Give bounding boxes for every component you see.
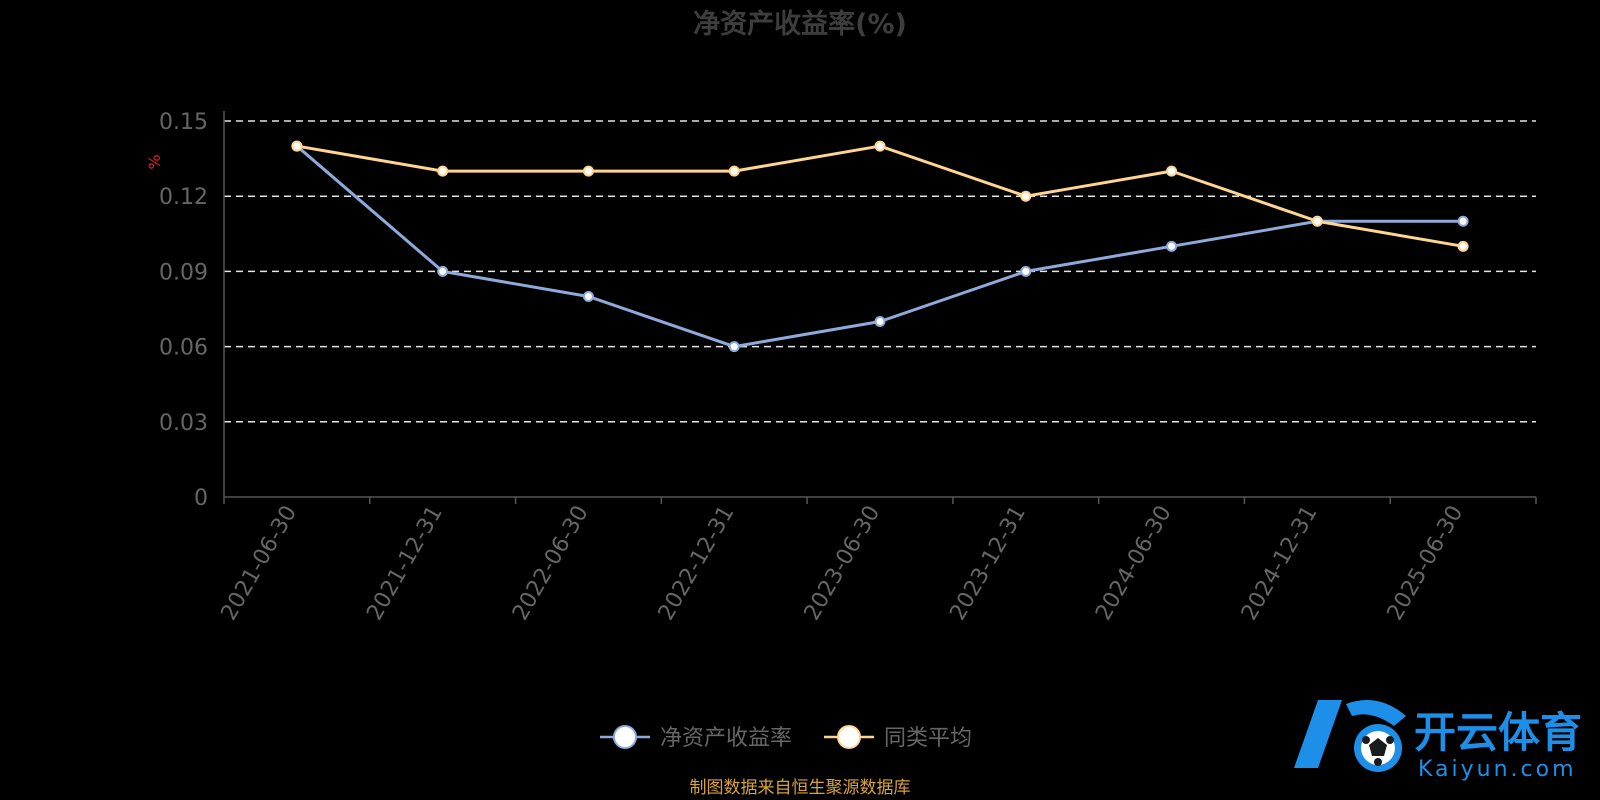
data-point[interactable] [1311,215,1323,227]
y-tick-label: 0.12 [159,185,208,210]
y-tick-label: 0.09 [159,260,208,285]
data-point[interactable] [582,290,594,302]
x-tick-label: 2024-12-31 [1237,502,1323,625]
y-axis-unit-label: % [145,154,164,169]
x-tick-label: 2023-12-31 [945,502,1031,625]
legend-item-1[interactable]: 同类平均 [824,725,972,751]
data-source-note: 制图数据来自恒生聚源数据库 [690,778,911,798]
x-tick-label: 2023-06-30 [800,502,886,625]
legend-label: 净资产收益率 [660,726,792,751]
x-tick-label: 2024-06-30 [1091,502,1177,625]
data-point[interactable] [437,265,449,277]
chart-title: 净资产收益率(%) [693,8,907,40]
watermark-brand-en: Kaiyun.com [1418,757,1577,782]
data-point[interactable] [582,165,594,177]
kaiyun-logo-icon [1294,700,1406,772]
data-point[interactable] [437,165,449,177]
legend-marker-icon [837,725,861,749]
data-point[interactable] [1020,265,1032,277]
data-point[interactable] [1457,215,1469,227]
watermark-brand-cn: 开云体育 [1414,708,1582,757]
data-point[interactable] [728,165,740,177]
data-point[interactable] [728,341,740,353]
data-point[interactable] [1457,240,1469,252]
series-lines [291,140,1469,353]
y-tick-label: 0.03 [159,411,208,436]
legend-label: 同类平均 [884,726,972,751]
data-point[interactable] [1020,190,1032,202]
x-tick-label: 2021-06-30 [217,502,303,625]
legend[interactable]: 净资产收益率 同类平均 [600,725,972,751]
axes: 0 0.03 0.06 0.09 0.12 0.15 2021-06-30 2021-12-3… [159,110,1537,625]
x-tick-label: 2021-12-31 [362,501,448,624]
series-line-1 [296,144,1464,248]
data-point[interactable] [1166,165,1178,177]
legend-item-0[interactable]: 净资产收益率 [600,725,792,751]
data-point[interactable] [874,316,886,328]
data-point[interactable] [291,140,303,152]
y-tick-label: 0.06 [159,336,208,361]
legend-marker-icon [613,725,637,749]
data-point[interactable] [1166,240,1178,252]
x-tick-label: 2025-06-30 [1383,502,1469,625]
x-tick-label: 2022-12-31 [654,502,740,625]
y-tick-label: 0 [194,486,208,511]
x-tick-label: 2022-06-30 [508,502,594,625]
data-point[interactable] [874,140,886,152]
y-tick-label: 0.15 [159,110,208,135]
